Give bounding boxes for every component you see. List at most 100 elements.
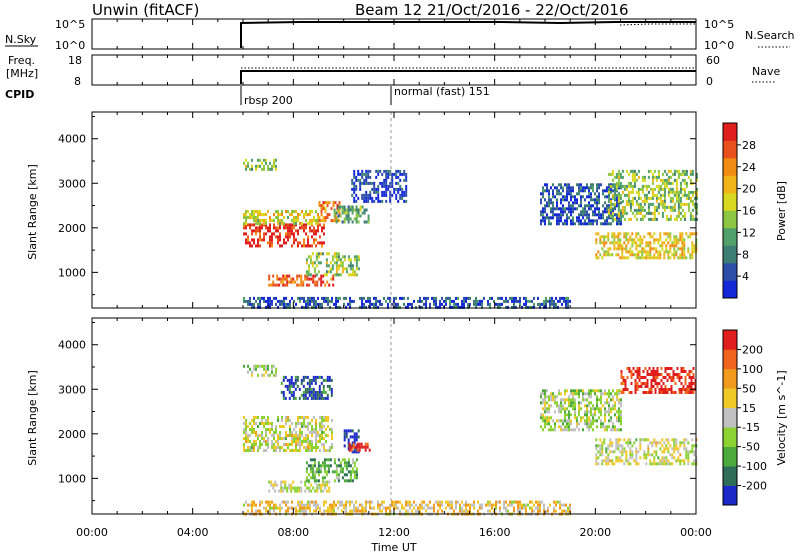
vel-cell-8 [558, 419, 560, 423]
power-cell-10 [677, 238, 680, 242]
vel-cell-8 [560, 428, 562, 432]
power-cell-11 [653, 193, 656, 197]
vel-cell-8 [554, 395, 556, 399]
power-cell-11 [633, 178, 636, 182]
power-cell-8 [453, 302, 455, 306]
power-cell-7 [399, 178, 402, 182]
vel-cell-4 [330, 387, 333, 391]
vel-cell-9 [663, 450, 666, 454]
vel-cell-1 [265, 431, 267, 434]
power-cell-5 [347, 273, 350, 277]
vel-cell-1 [265, 434, 267, 437]
vel-cell-7 [359, 503, 361, 507]
vel-cell-8 [562, 404, 564, 408]
power-cell-11 [651, 193, 654, 197]
power-cell-10 [635, 253, 638, 257]
power-cell-8 [361, 305, 363, 309]
vel-cell-8 [600, 419, 602, 423]
power-cell-11 [609, 208, 612, 212]
power-cell-9 [548, 195, 550, 199]
power-cell-8 [389, 299, 391, 303]
power-cell-10 [657, 256, 660, 260]
vel-cell-1 [265, 428, 267, 431]
power-cell-8 [551, 299, 553, 303]
vel-cell-1 [273, 446, 275, 449]
vel-cell-6 [364, 442, 367, 446]
power-cell-3 [318, 201, 321, 205]
vel-cell-0 [265, 370, 267, 374]
power-cell-8 [321, 305, 323, 309]
vel-cell-8 [608, 389, 610, 393]
vel-cell-1 [331, 428, 333, 431]
power-cell-11 [611, 169, 614, 173]
power-cell-6 [367, 217, 370, 221]
power-cell-9 [564, 222, 566, 226]
power-cell-1 [281, 244, 283, 248]
vel-cell-7 [493, 503, 495, 507]
vel-cell-7 [377, 506, 379, 510]
power-cell-8 [299, 296, 301, 300]
vel-cell-1 [243, 446, 245, 449]
vel-cell-1 [247, 437, 249, 440]
vel-cell-4 [322, 378, 325, 382]
vel-cell-2 [304, 489, 307, 493]
power-cell-7 [371, 181, 374, 185]
power-cell-2 [291, 219, 293, 222]
vel-cell-7 [365, 506, 367, 510]
power-cell-4 [268, 277, 271, 281]
power-cell-1 [255, 229, 257, 233]
power-cell-9 [590, 198, 592, 202]
power-cell-8 [467, 296, 469, 300]
power-cell-8 [507, 305, 509, 309]
vel-cell-7 [545, 509, 547, 513]
power-cell-10 [625, 244, 628, 248]
vel-cell-10 [644, 385, 647, 388]
vel-cell-8 [558, 389, 560, 393]
power-cell-10 [625, 238, 628, 242]
power-cell-1 [321, 229, 323, 233]
vel-cell-8 [560, 398, 562, 402]
power-cell-8 [369, 296, 371, 300]
power-cell-7 [369, 193, 372, 197]
vel-cell-2 [326, 489, 329, 493]
vel-cell-0 [275, 370, 277, 374]
x-tick-label: 20:00 [579, 526, 611, 539]
power-cell-10 [633, 238, 636, 242]
power-cell-9 [606, 195, 608, 199]
power-cell-2 [265, 222, 267, 225]
vel-cell-4 [302, 393, 305, 397]
power-cell-11 [639, 217, 642, 221]
vel-cell-1 [297, 416, 299, 419]
vel-cell-4 [330, 393, 333, 397]
power-cell-4 [286, 274, 289, 278]
power-cell-9 [592, 213, 594, 217]
power-cell-5 [335, 252, 338, 256]
power-cell-9 [596, 198, 598, 202]
vel-cell-7 [429, 500, 431, 504]
power-cell-9 [598, 216, 600, 220]
vel-cell-7 [499, 509, 501, 513]
vel-cell-1 [285, 434, 287, 437]
vel-cell-1 [263, 440, 265, 443]
vel-cell-4 [310, 381, 313, 385]
power-cell-10 [649, 232, 652, 236]
power-cell-10 [669, 244, 672, 248]
power-cell-6 [341, 211, 344, 215]
vel-cell-8 [582, 398, 584, 402]
vel-cell-1 [285, 416, 287, 419]
vel-cell-9 [605, 459, 608, 463]
power-cell-11 [691, 169, 694, 173]
vel-cell-1 [307, 422, 309, 425]
power-cell-10 [603, 244, 606, 248]
vel-cell-9 [667, 438, 670, 442]
power-cell-2 [287, 210, 289, 213]
power-cell-9 [546, 204, 548, 208]
vel-cell-2 [268, 489, 271, 493]
power-cell-11 [689, 178, 692, 182]
power-cell-4 [300, 283, 303, 287]
vel-cell-1 [299, 431, 301, 434]
vel-cell-10 [650, 385, 653, 388]
vel-cell-10 [648, 373, 651, 376]
vel-cell-5 [357, 435, 360, 439]
power-cell-9 [588, 222, 590, 226]
